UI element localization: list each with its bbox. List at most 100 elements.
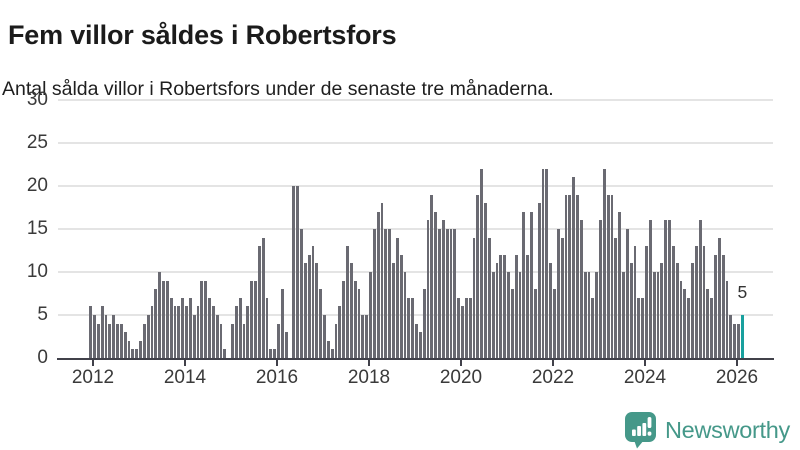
bar [165,280,169,358]
bar [223,349,227,358]
y-axis-tick-label: 25 [26,132,48,153]
bar [572,177,576,358]
bar [606,194,610,358]
bar [602,168,606,358]
bar [737,323,740,358]
bar [694,246,698,358]
bar [629,263,633,358]
bar [549,263,553,358]
bar [461,306,464,358]
bar [576,194,579,358]
bar [725,280,729,358]
bar [265,297,269,358]
bar [537,203,541,358]
bar [403,272,407,358]
bar [733,323,737,358]
bar [556,229,560,358]
x-axis-tick-label: 2022 [531,367,575,388]
bar [438,229,441,358]
x-axis-tick-label: 2026 [715,367,759,388]
bar [445,229,449,358]
bar [503,254,507,358]
bar [668,220,671,358]
bar [208,297,211,358]
gridline [58,99,773,101]
bar [583,272,587,358]
bar [192,315,196,358]
bar [422,289,426,358]
bar [93,315,96,358]
bar [280,289,284,358]
bar [392,263,395,358]
y-axis-tick-label: 20 [26,175,48,196]
bar [533,289,537,358]
bar [468,297,472,358]
bar [169,297,173,358]
bar [633,246,637,358]
bar [119,323,123,358]
bar [691,263,694,358]
bar [100,306,104,358]
bar [641,297,645,358]
bar [510,289,514,358]
bar [326,340,330,358]
bar [311,246,315,358]
bar [648,220,652,358]
bar [568,194,572,358]
newsworthy-footer: Newsworthy [0,412,790,449]
bar [254,280,257,358]
bar [162,280,165,358]
bar [257,246,261,358]
bar [595,272,599,358]
bar [196,306,200,358]
bar [131,349,135,358]
bar [714,254,717,358]
x-axis-tick-label: 2012 [71,367,115,388]
bar [204,280,208,358]
x-axis-tick-mark [184,360,186,366]
newsworthy-logo-icon [625,412,657,449]
bar [173,306,177,358]
bar [215,315,219,358]
bar [273,349,277,358]
bar [231,323,234,358]
bar [372,229,376,358]
y-axis-tick-label: 15 [26,218,48,239]
chart-subtitle: Antal sålda villor i Robertsfors under d… [2,77,554,100]
x-axis-tick-mark [368,360,370,366]
bar [480,168,484,358]
bar [464,297,468,358]
bar [185,306,188,358]
bar [296,186,300,358]
bar [323,315,326,358]
bar [495,263,499,358]
x-axis-tick-label: 2016 [255,367,299,388]
x-axis-tick-mark [276,360,278,366]
bar [487,237,491,358]
bar [499,254,503,358]
y-axis-tick-label: 30 [26,89,48,110]
bar [284,332,288,358]
bar [560,237,564,358]
bar [188,297,192,358]
bar [123,332,127,358]
bar [411,297,415,358]
bar [388,229,392,358]
bar [357,289,361,358]
x-axis-tick-mark [92,360,94,366]
bar [242,323,246,358]
bar [104,315,108,358]
bar-highlighted-latest [740,315,744,358]
bar [407,297,411,358]
bar [177,306,181,358]
bar [579,220,583,358]
bar [319,289,323,358]
x-axis-tick-label: 2018 [347,367,391,388]
bar [564,194,568,358]
bar [338,306,342,358]
bar [330,349,334,358]
gridline [58,271,773,273]
x-axis-tick-label: 2024 [623,367,667,388]
bar [361,315,365,358]
